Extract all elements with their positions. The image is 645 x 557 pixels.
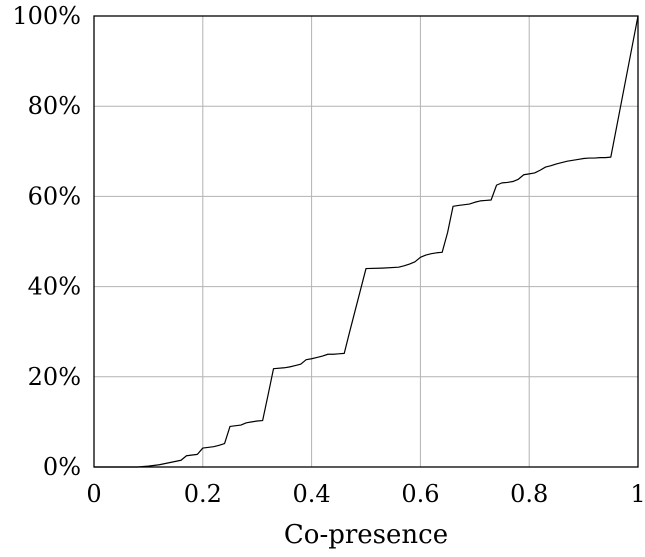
y-tick-label: 20% (28, 363, 81, 391)
y-tick-label: 40% (28, 273, 81, 301)
series-line (94, 15, 639, 468)
x-tick-label: 0.4 (293, 480, 331, 508)
x-tick-label: 0.6 (401, 480, 439, 508)
x-tick-label: 0.8 (510, 480, 548, 508)
y-tick-label: 0% (43, 453, 81, 481)
x-tick-label: 0 (86, 480, 101, 508)
plot-frame (93, 15, 639, 468)
y-tick-label: 60% (28, 182, 81, 210)
x-tick-label: 0.2 (184, 480, 222, 508)
y-tick-label: 80% (28, 92, 81, 120)
grid-lines (93, 15, 639, 468)
y-tick-label: 100% (12, 2, 81, 30)
x-tick-label: 1 (630, 480, 645, 508)
plot-series (94, 15, 639, 468)
tick-labels: 0 0.2 0.4 0.6 0.8 1 0% 20% 40% 60% 80% 100% (12, 2, 645, 508)
x-axis-title: Co-presence (284, 520, 448, 550)
